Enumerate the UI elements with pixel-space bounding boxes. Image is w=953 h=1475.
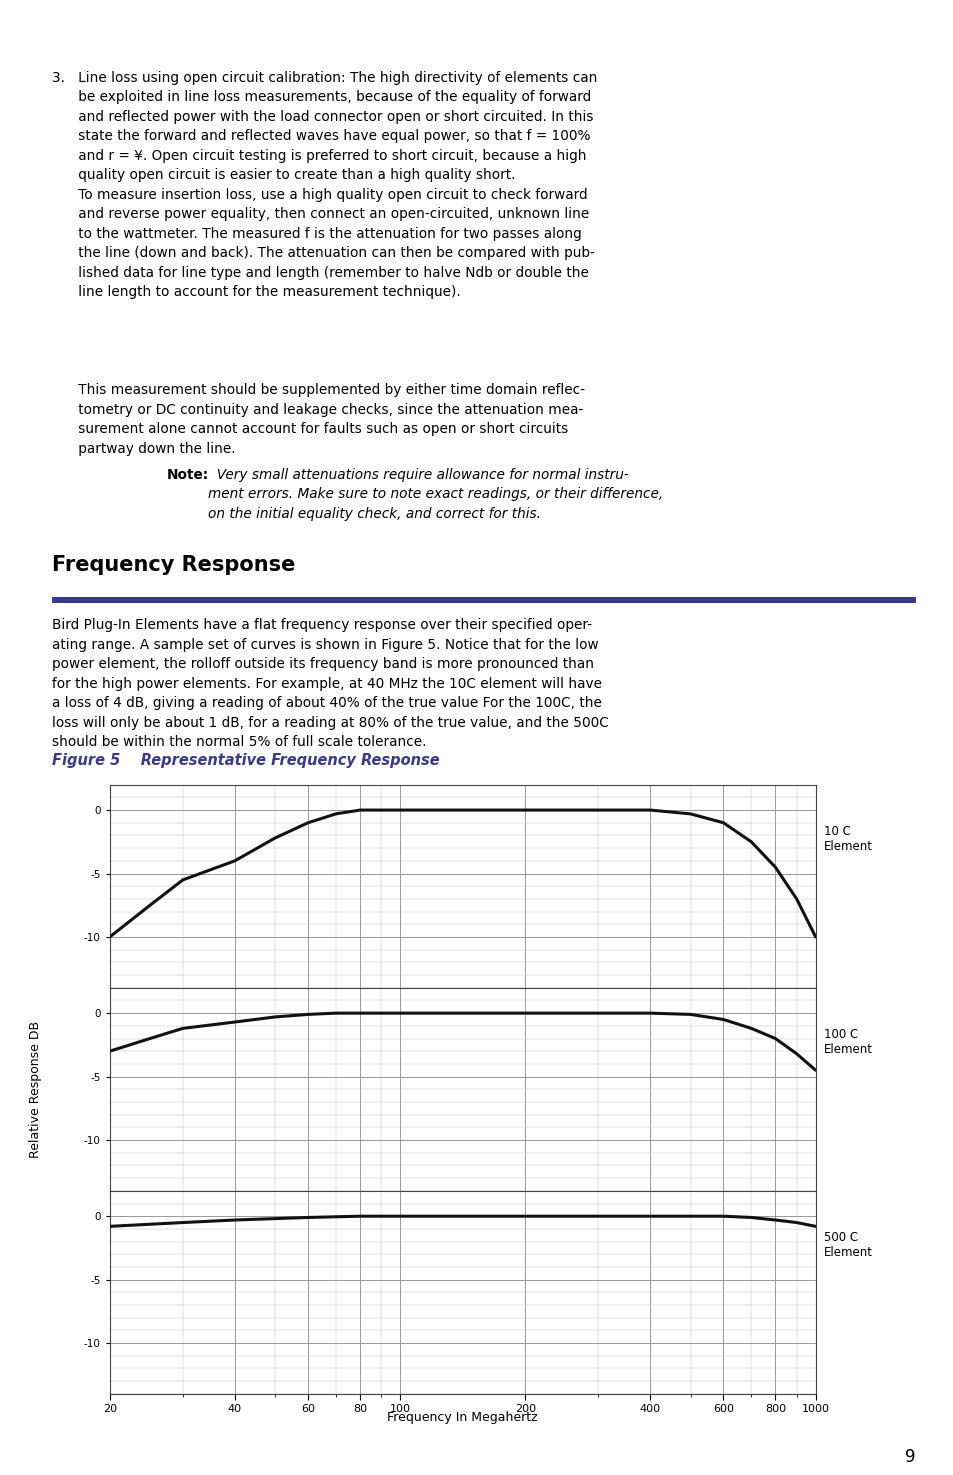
Text: 3.   Line loss using open circuit calibration: The high directivity of elements : 3. Line loss using open circuit calibrat… — [52, 71, 598, 299]
Text: 100 C
Element: 100 C Element — [823, 1028, 872, 1056]
Text: This measurement should be supplemented by either time domain reflec-
      tome: This measurement should be supplemented … — [52, 384, 585, 456]
Text: 10 C
Element: 10 C Element — [823, 826, 872, 854]
Text: Very small attenuations require allowance for normal instru-
ment errors. Make s: Very small attenuations require allowanc… — [208, 468, 663, 521]
Text: Figure 5    Representative Frequency Response: Figure 5 Representative Frequency Respon… — [52, 752, 439, 767]
Text: Relative Response DB: Relative Response DB — [29, 1021, 42, 1158]
Text: Note:: Note: — [167, 468, 209, 481]
Text: 500 C
Element: 500 C Element — [823, 1232, 872, 1260]
Text: 9: 9 — [904, 1447, 915, 1466]
FancyBboxPatch shape — [52, 597, 915, 603]
Text: Bird Plug-In Elements have a flat frequency response over their specified oper-
: Bird Plug-In Elements have a flat freque… — [52, 618, 609, 749]
Text: Frequency Response: Frequency Response — [52, 555, 295, 575]
Text: Frequency In Megahertz: Frequency In Megahertz — [387, 1412, 537, 1423]
